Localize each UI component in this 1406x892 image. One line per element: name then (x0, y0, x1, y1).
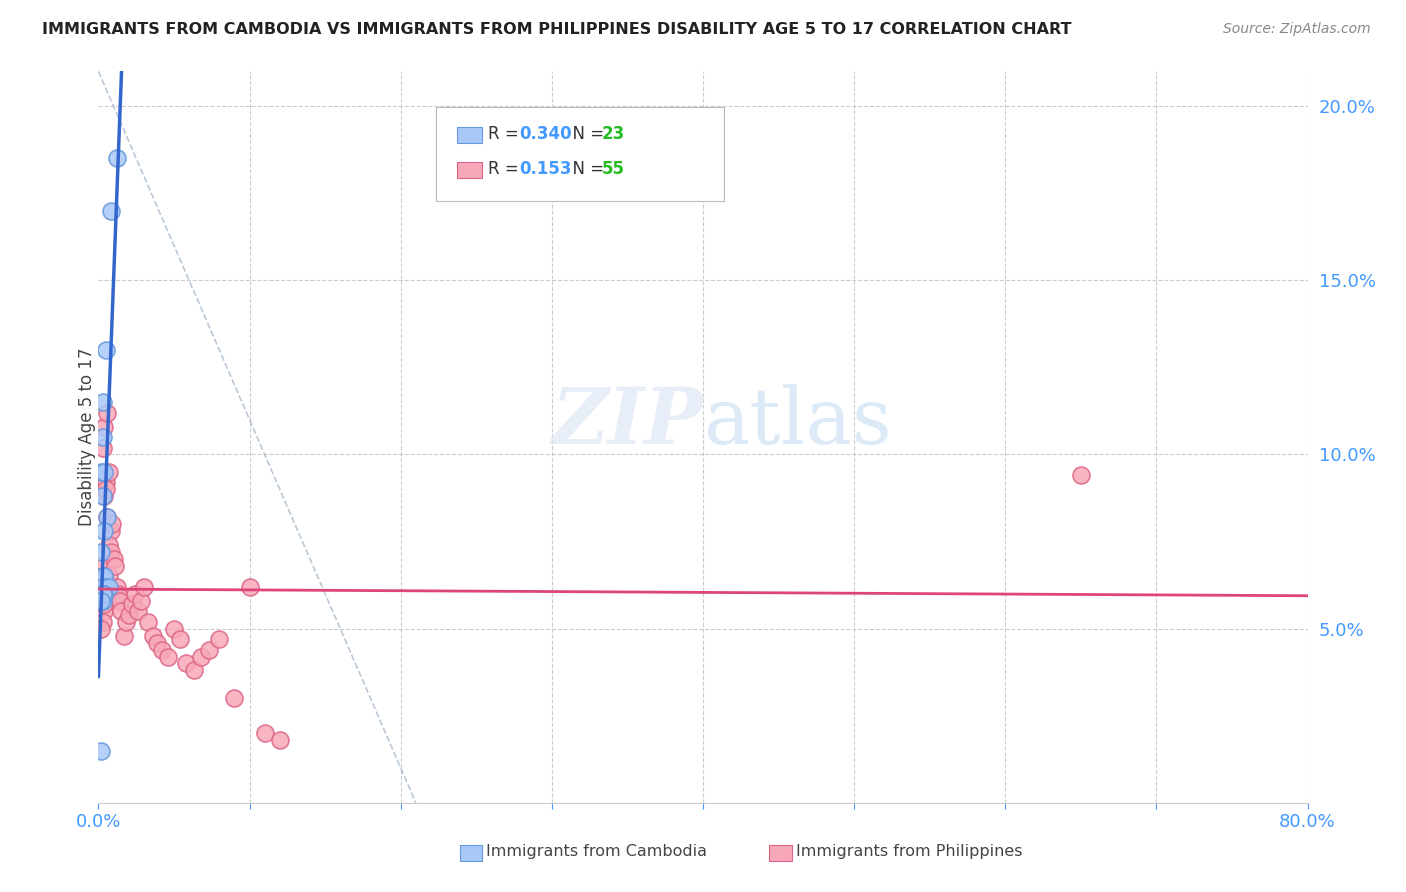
Point (224, 691, 246, 706)
Point (98, 465, 121, 479)
Text: Immigrants from Philippines: Immigrants from Philippines (796, 845, 1022, 859)
Point (150, 642, 173, 657)
Point (269, 733, 291, 747)
Point (91, 587, 114, 601)
Point (91, 441, 114, 455)
Point (90, 558, 112, 573)
Text: Immigrants from Cambodia: Immigrants from Cambodia (486, 845, 707, 859)
Point (169, 632, 191, 646)
Point (94, 343, 117, 357)
Point (108, 594, 131, 608)
Text: Source: ZipAtlas.com: Source: ZipAtlas.com (1223, 22, 1371, 37)
Point (146, 635, 169, 649)
Point (98, 569, 121, 583)
Text: 55: 55 (602, 161, 624, 178)
Point (112, 629, 135, 643)
Point (90, 545, 112, 559)
Point (94, 587, 117, 601)
Point (100, 524, 122, 538)
Point (110, 604, 132, 618)
Point (103, 552, 125, 566)
Point (96, 510, 118, 524)
Point (174, 657, 197, 671)
Point (91, 594, 114, 608)
Point (121, 597, 143, 611)
Point (1070, 468, 1092, 483)
Point (93, 419, 115, 434)
Point (93, 597, 115, 611)
Point (96, 580, 118, 594)
Point (93, 587, 115, 601)
Point (132, 580, 155, 594)
Point (93, 587, 115, 601)
Point (118, 607, 141, 622)
Point (239, 580, 262, 594)
Point (90, 465, 112, 479)
Point (98, 538, 121, 552)
Point (208, 632, 231, 646)
Point (100, 545, 122, 559)
Point (163, 622, 186, 636)
Point (91, 395, 114, 409)
Point (91, 569, 114, 583)
Point (107, 587, 129, 601)
Point (114, 615, 136, 629)
Point (91, 569, 114, 583)
Point (91, 489, 114, 503)
Point (90, 743, 112, 757)
Point (91, 580, 114, 594)
Point (91, 580, 114, 594)
Point (93, 604, 115, 618)
Point (100, 203, 122, 218)
Point (93, 465, 115, 479)
Text: 0.340: 0.340 (519, 125, 571, 143)
Y-axis label: Disability Age 5 to 17: Disability Age 5 to 17 (79, 348, 96, 526)
Point (127, 604, 149, 618)
Point (190, 649, 212, 664)
Point (93, 587, 115, 601)
Point (197, 642, 219, 657)
Point (129, 594, 152, 608)
Point (93, 489, 115, 503)
Text: R =: R = (488, 125, 524, 143)
Text: R =: R = (488, 161, 524, 178)
Point (94, 594, 117, 608)
Point (94, 483, 117, 497)
Point (253, 726, 276, 740)
Point (142, 629, 165, 643)
Point (156, 649, 179, 664)
Point (105, 152, 128, 166)
Point (104, 558, 127, 573)
Point (90, 594, 112, 608)
Point (90, 587, 112, 601)
Point (91, 615, 114, 629)
Point (90, 622, 112, 636)
Point (124, 587, 146, 601)
Text: N =: N = (562, 161, 610, 178)
Text: atlas: atlas (703, 384, 891, 460)
Point (183, 664, 205, 678)
Point (94, 475, 117, 490)
Text: 0.153: 0.153 (519, 161, 571, 178)
Point (136, 615, 159, 629)
Text: ZIP: ZIP (551, 384, 703, 460)
Text: 23: 23 (602, 125, 626, 143)
Point (91, 430, 114, 444)
Point (94, 580, 117, 594)
Point (96, 406, 118, 420)
Point (101, 517, 124, 532)
Point (96, 510, 118, 524)
Text: N =: N = (562, 125, 610, 143)
Point (93, 569, 115, 583)
Text: IMMIGRANTS FROM CAMBODIA VS IMMIGRANTS FROM PHILIPPINES DISABILITY AGE 5 TO 17 C: IMMIGRANTS FROM CAMBODIA VS IMMIGRANTS F… (42, 22, 1071, 37)
Point (93, 524, 115, 538)
Point (105, 580, 128, 594)
Point (98, 580, 121, 594)
